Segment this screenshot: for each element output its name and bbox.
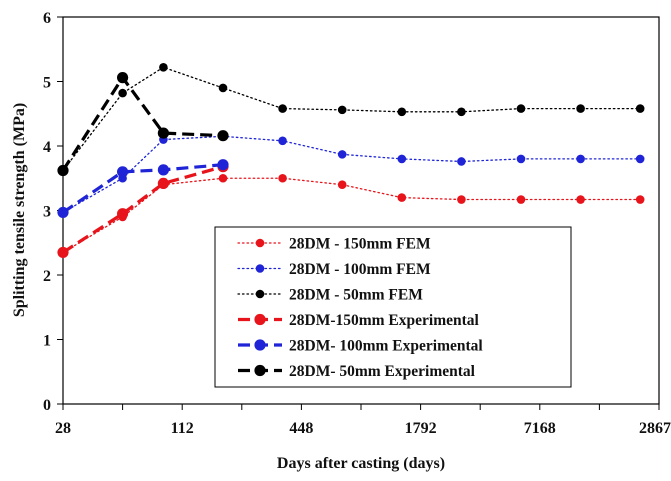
- x-axis-title: Days after casting (days): [277, 455, 445, 472]
- data-point: [635, 154, 645, 164]
- legend-marker: [255, 264, 265, 273]
- data-point: [118, 88, 127, 98]
- data-point: [157, 164, 169, 176]
- legend-marker: [254, 339, 266, 351]
- legend-marker: [254, 364, 266, 377]
- legend-label: 28DM - 100mm FEM: [289, 261, 431, 278]
- legend-marker: [254, 313, 266, 326]
- data-point: [576, 104, 585, 113]
- data-point: [278, 136, 287, 146]
- y-tick-label: 3: [43, 204, 51, 221]
- y-tick-label: 0: [43, 397, 51, 414]
- series-group: [57, 159, 229, 219]
- data-point: [218, 83, 228, 93]
- data-point: [117, 166, 129, 178]
- data-point: [157, 177, 169, 190]
- series-line: [62, 165, 224, 254]
- legend-label: 28DM- 100mm Experimental: [289, 338, 483, 355]
- y-axis-title: Splitting tensile strength (MPa): [11, 103, 28, 317]
- data-point: [397, 193, 407, 202]
- data-point: [278, 104, 287, 113]
- data-point: [159, 63, 168, 72]
- legend: 28DM - 150mm FEM 28DM - 100mm FEM 28DM - 5…: [214, 226, 572, 388]
- x-tick-label: 28: [55, 420, 71, 437]
- data-point: [278, 173, 287, 183]
- legend-label: 28DM-150mm Experimental: [289, 312, 480, 329]
- data-point: [57, 246, 69, 259]
- y-tick-label: 6: [43, 10, 51, 27]
- y-tick-label: 1: [43, 333, 51, 350]
- axis-labels: 0 1 2 3 4 5 6 28 112 448 1792 7168 28672: [43, 10, 671, 437]
- data-point: [457, 195, 466, 204]
- data-point: [157, 127, 169, 139]
- data-point: [57, 164, 69, 177]
- data-point: [516, 195, 526, 204]
- legend-label: 28DM - 50mm FEM: [289, 287, 423, 304]
- y-tick-label: 2: [43, 268, 51, 285]
- data-point: [576, 195, 585, 204]
- data-point: [337, 180, 347, 189]
- data-point: [217, 159, 229, 171]
- x-tick-label: 448: [289, 420, 313, 437]
- legend-label: 28DM- 50mm Experimental: [289, 363, 476, 380]
- y-tick-label: 4: [43, 139, 51, 156]
- data-point: [397, 154, 407, 164]
- data-point: [337, 105, 347, 115]
- data-point: [117, 72, 129, 84]
- legend-box: [214, 226, 572, 388]
- x-tick-label: 112: [171, 420, 194, 437]
- series-line: [62, 163, 224, 214]
- tick-marks: [57, 16, 660, 410]
- data-point: [635, 104, 645, 113]
- data-point: [217, 130, 229, 142]
- data-point: [337, 150, 347, 159]
- series-line: [62, 66, 641, 172]
- series-group: [57, 72, 229, 177]
- data-point: [516, 104, 526, 113]
- data-point: [117, 208, 129, 220]
- legend-marker: [255, 289, 265, 299]
- x-tick-label: 7168: [524, 420, 556, 437]
- series-group: [58, 63, 645, 175]
- series-layer: [57, 63, 645, 259]
- x-tick-label: 28672: [639, 420, 671, 437]
- data-point: [457, 157, 466, 166]
- data-point: [57, 206, 69, 219]
- legend-marker: [255, 238, 265, 248]
- series-group: [57, 161, 229, 259]
- data-point: [576, 154, 585, 164]
- data-point: [516, 154, 526, 164]
- data-point: [457, 107, 466, 117]
- y-tick-label: 5: [43, 75, 51, 92]
- data-point: [397, 107, 407, 117]
- x-tick-label: 1792: [405, 420, 437, 437]
- series-line: [61, 74, 224, 172]
- legend-label: 28DM - 150mm FEM: [289, 236, 431, 253]
- data-point: [635, 195, 645, 204]
- data-point: [218, 173, 228, 183]
